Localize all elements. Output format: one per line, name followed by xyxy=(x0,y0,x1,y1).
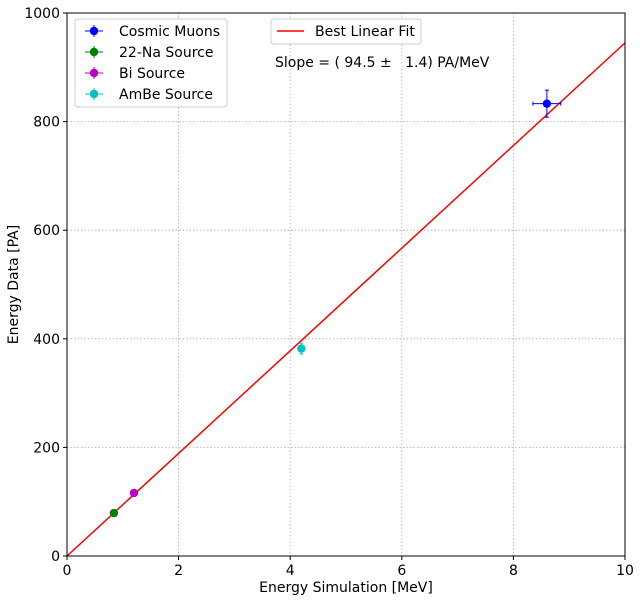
legend-marker xyxy=(89,26,99,36)
legend-label: 22-Na Source xyxy=(119,45,213,61)
y-tick-label: 0 xyxy=(51,549,60,565)
data-point xyxy=(532,89,562,118)
legend-fit-label: Best Linear Fit xyxy=(315,24,415,40)
legend-fit: Best Linear Fit xyxy=(270,18,422,45)
legend-item: 22-Na Source xyxy=(85,45,213,61)
y-tick-label: 1000 xyxy=(24,6,60,22)
legend-item: Cosmic Muons xyxy=(85,24,220,40)
marker xyxy=(297,344,306,353)
data-point xyxy=(129,488,139,498)
legend-label: Bi Source xyxy=(119,66,185,82)
data-points xyxy=(109,89,562,518)
y-tick-label: 200 xyxy=(33,440,60,456)
y-axis-label: Energy Data [PA] xyxy=(6,225,22,344)
data-point xyxy=(297,342,306,355)
legend-item: Bi Source xyxy=(85,66,185,82)
legend-item: AmBe Source xyxy=(85,87,213,103)
y-tick-label: 400 xyxy=(33,332,60,348)
legend-fit-box xyxy=(270,18,422,45)
legend-marker xyxy=(89,68,99,78)
legend-marker xyxy=(89,89,99,99)
x-tick-label: 2 xyxy=(174,563,183,579)
fit-layer xyxy=(66,42,626,557)
x-tick-label: 0 xyxy=(63,563,72,579)
legend-label: Cosmic Muons xyxy=(119,24,220,40)
legend-label: AmBe Source xyxy=(119,87,213,103)
x-tick-label: 4 xyxy=(286,563,295,579)
marker xyxy=(109,508,119,518)
legend-marker xyxy=(89,47,99,57)
plot-frame xyxy=(66,12,626,557)
x-tick-label: 8 xyxy=(509,563,518,579)
marker xyxy=(542,99,552,108)
x-tick-label: 6 xyxy=(397,563,406,579)
fit-line xyxy=(66,42,626,557)
data-point xyxy=(109,508,119,518)
x-axis-label: Energy Simulation [MeV] xyxy=(259,580,433,596)
grid xyxy=(67,13,625,556)
slope-annotation: Slope = ( 94.5 ± 1.4) PA/MeV xyxy=(275,55,490,71)
x-tick-label: 10 xyxy=(616,563,634,579)
marker xyxy=(129,488,139,498)
y-tick-label: 800 xyxy=(33,115,60,131)
y-tick-label: 600 xyxy=(33,223,60,239)
axis-ticks: 0 2 4 6 8 10 0 200 400 600 800 1000 xyxy=(24,6,634,579)
legend-series-box xyxy=(74,18,228,108)
legend-series: Cosmic Muons 22-Na Source Bi Source AmBe So… xyxy=(74,18,228,108)
